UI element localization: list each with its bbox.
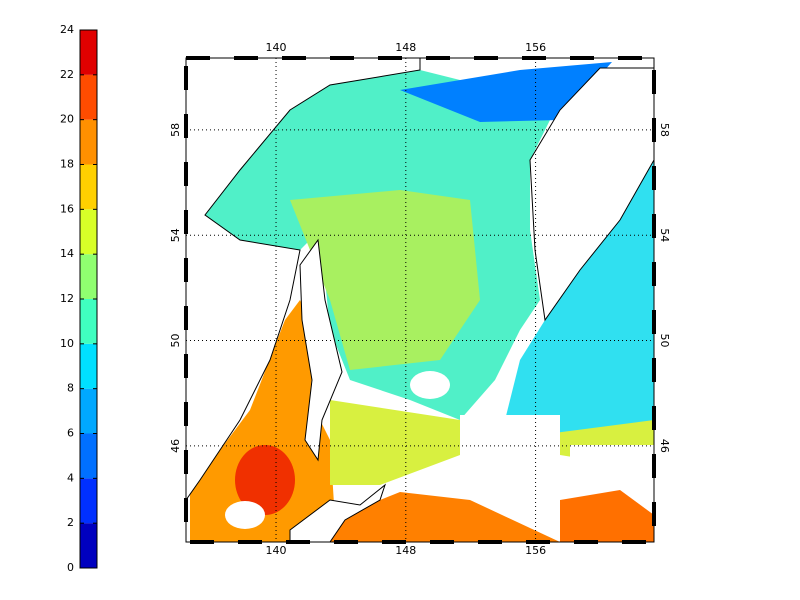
colorbar-segment [80, 209, 97, 255]
missing-data [460, 415, 560, 470]
lon-label-bottom: 148 [395, 544, 416, 557]
pacific [500, 160, 654, 440]
lon-label-bottom: 156 [525, 544, 546, 557]
warm-core [235, 445, 295, 515]
colorbar-label: 18 [60, 158, 74, 171]
colorbar-label: 16 [60, 202, 74, 215]
colorbar-label: 2 [67, 516, 74, 529]
colorbar-segment [80, 74, 97, 120]
colorbar-label: 4 [67, 471, 74, 484]
colorbar-label: 0 [67, 561, 74, 574]
sst-field [186, 58, 654, 542]
map-border [185, 57, 655, 543]
colorbar-segment [80, 299, 97, 344]
colorbar-label: 20 [60, 113, 74, 126]
central-warm [290, 190, 480, 370]
missing-data [570, 445, 654, 485]
kamchatka [529, 67, 654, 322]
missing-data [410, 371, 450, 399]
missing-data [225, 501, 265, 529]
colorbar-segment [80, 119, 97, 165]
colorbar-segment [80, 343, 97, 389]
colorbar-segment [80, 254, 97, 299]
lat-label-left: 50 [169, 334, 182, 348]
colorbar-label: 24 [60, 23, 74, 36]
lat-label-right: 50 [658, 334, 671, 348]
colorbar-label: 22 [60, 68, 74, 81]
colorbar-segment [80, 164, 97, 210]
lon-label-top: 156 [525, 41, 546, 54]
sakhalin [299, 238, 343, 462]
colorbar-label: 6 [67, 427, 74, 440]
colorbar-segment [80, 30, 97, 75]
lat-label-left: 58 [169, 123, 182, 137]
colorbar-label: 10 [60, 337, 74, 350]
southeast-warm [560, 490, 654, 542]
lat-label-left: 54 [169, 228, 182, 242]
lat-label-right: 58 [658, 123, 671, 137]
lon-label-top: 148 [395, 41, 416, 54]
lon-label-top: 140 [266, 41, 287, 54]
mainland [186, 58, 421, 501]
sea-japan-warm [190, 300, 335, 542]
south-warm [330, 492, 560, 542]
colorbar-segment [80, 433, 97, 479]
lat-label-left: 46 [169, 439, 182, 453]
lon-label-bottom: 140 [266, 544, 287, 557]
colorbar-segment [80, 388, 97, 434]
colorbar-label: 14 [60, 247, 74, 260]
colorbar-label: 12 [60, 292, 74, 305]
colorbar-segment [80, 478, 97, 524]
north-cold [400, 62, 612, 122]
hokkaido [289, 483, 387, 542]
lat-label-right: 46 [658, 439, 671, 453]
lat-label-right: 54 [658, 228, 671, 242]
colorbar-label: 8 [67, 382, 74, 395]
colorbar-segment [80, 523, 97, 568]
